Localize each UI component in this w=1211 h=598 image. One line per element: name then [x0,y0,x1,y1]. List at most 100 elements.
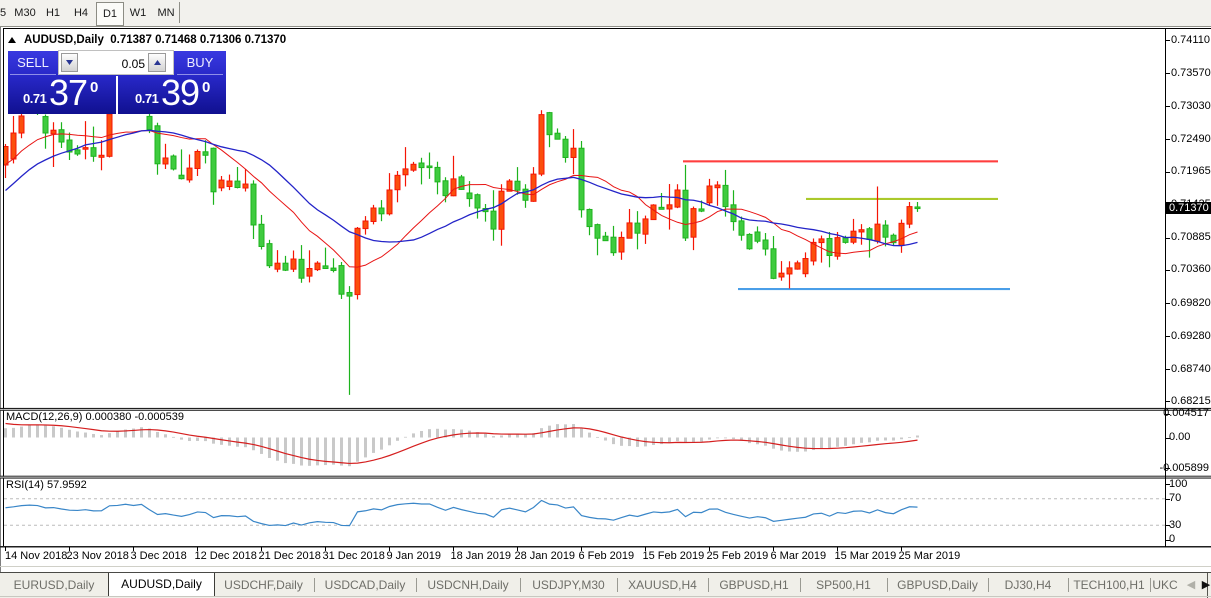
candle-2019.02.25[interactable] [706,178,713,206]
candle-2019.01.25[interactable] [498,184,505,246]
candle-2019.01.21[interactable] [466,181,473,207]
chart-tab-usdcad-daily[interactable]: USDCAD,Daily [324,578,406,592]
candle-2018.12.27[interactable] [298,245,305,283]
candle-2019.01.04[interactable] [354,227,361,300]
candle-2019.03.19[interactable] [858,224,865,245]
volume-input[interactable] [79,53,147,74]
candle-2019.03.26[interactable] [906,201,913,229]
candle-2018.11.21[interactable] [50,122,57,167]
chart-tab-sp500-h1[interactable]: SP500,H1 [816,578,871,592]
candle-2019.01.18[interactable] [450,155,457,197]
candle-2019.01.28[interactable] [514,167,521,195]
candle-2018.11.28[interactable] [98,140,105,171]
candle-2019.02.17[interactable] [650,204,657,221]
candle-2018.12.14[interactable] [210,147,217,205]
collapse-panel-icon[interactable] [8,37,16,43]
candle-2018.12.31[interactable] [322,247,329,270]
candle-2018.11.25[interactable] [74,145,81,156]
candle-2019.01.10[interactable] [394,171,401,203]
candle-2018.12.11[interactable] [186,154,193,183]
candle-2019.02.18[interactable] [658,192,665,210]
candle-2019.03.13[interactable] [818,235,825,263]
candle-2018.12.20[interactable] [250,180,257,240]
candle-2019.03.18[interactable] [850,218,857,245]
candle-2019.01.20[interactable] [458,174,465,190]
candle-2018.12.09[interactable] [170,154,177,171]
candle-2019.02.08[interactable] [594,223,601,256]
candle-2019.02.05[interactable] [570,129,577,175]
candle-2019.01.03[interactable] [346,286,353,395]
hline-resistance-red[interactable] [683,160,998,163]
candle-2019.03.06[interactable] [770,236,777,280]
timeframe-button-mn[interactable]: MN [157,7,175,19]
candle-2019.03.11[interactable] [802,252,809,278]
candle-2018.12.07[interactable] [162,143,169,170]
candle-2019.03.21[interactable] [874,186,881,244]
candle-2018.12.18[interactable] [234,166,241,189]
candle-2019.01.11[interactable] [402,147,409,187]
candle-2019.03.24[interactable] [890,233,897,246]
chart-tab-usdchf-daily[interactable]: USDCHF,Daily [224,578,303,592]
candle-2018.12.19[interactable] [242,169,249,192]
candle-2019.02.03[interactable] [554,128,561,140]
candle-2019.03.14[interactable] [826,231,833,268]
chart-tab-usdjpy-m30[interactable]: USDJPY,M30 [532,578,605,592]
buy-price[interactable]: 0.71 39 0 [118,72,226,114]
candle-2019.01.13[interactable] [410,161,417,172]
candle-2019.01.08[interactable] [378,200,385,222]
candle-2019.03.15[interactable] [834,231,841,260]
candle-2019.02.21[interactable] [682,164,689,241]
candle-2019.03.12[interactable] [810,238,817,266]
candle-2019.02.14[interactable] [634,211,641,250]
candle-2019.01.09[interactable] [386,173,393,216]
candle-2019.01.14[interactable] [418,157,425,185]
candle-2019.01.29[interactable] [522,184,529,208]
chart-tab-xauusd-h4[interactable]: XAUUSD,H4 [628,578,697,592]
volume-increase-button[interactable] [148,53,166,72]
candle-2019.02.15[interactable] [642,215,649,244]
candle-2018.12.17[interactable] [226,174,233,191]
candle-2018.12.28[interactable] [306,250,313,283]
timeframe-button-d1[interactable]: D1 [96,2,124,26]
candle-2019.01.22[interactable] [474,193,481,219]
candle-2019.02.07[interactable] [586,208,593,236]
volume-decrease-button[interactable] [61,53,78,72]
hline-support-blue[interactable] [738,288,1010,291]
candle-2018.11.27[interactable] [90,126,97,162]
candle-2019.03.25[interactable] [898,219,905,253]
candle-2019.02.19[interactable] [666,184,673,230]
candle-2018.12.21[interactable] [258,214,265,250]
candle-2018.11.14[interactable] [3,143,9,179]
candle-2019.01.31[interactable] [538,110,545,177]
candle-2019.02.22[interactable] [690,206,697,251]
candle-2019.03.03[interactable] [746,233,753,250]
chart-tab-usdcnh-daily[interactable]: USDCNH,Daily [427,578,509,592]
timeframe-button-5[interactable]: 5 [0,7,7,19]
candle-2018.11.16[interactable] [18,114,25,139]
candle-2019.02.20[interactable] [674,184,681,209]
candle-2019.03.10[interactable] [794,260,801,270]
candle-2019.01.16[interactable] [434,161,441,195]
candle-2019.03.01[interactable] [738,216,745,241]
candle-2019.01.30[interactable] [530,167,537,202]
candle-2019.03.08[interactable] [786,261,793,289]
candle-2019.03.22[interactable] [882,220,889,247]
chart-tab-ukc[interactable]: UKC [1152,578,1178,592]
candle-2019.01.23[interactable] [482,204,489,222]
candle-2019.03.07[interactable] [778,261,785,281]
chart-tab-tech100-h1[interactable]: TECH100,H1 [1073,578,1145,592]
candle-2019.02.26[interactable] [714,181,721,206]
sell-button[interactable]: SELL [17,55,49,70]
chart-tab-eurusd-daily[interactable]: EURUSD,Daily [13,578,95,592]
candle-2018.11.15[interactable] [10,115,17,164]
chart-tab-gbpusd-daily[interactable]: GBPUSD,Daily [897,578,978,592]
chart-tab-dj30-h4[interactable]: DJ30,H4 [1004,578,1052,592]
chart-tab-gbpusd-h1[interactable]: GBPUSD,H1 [719,578,789,592]
candle-2019.01.01[interactable] [330,258,337,273]
tab-scroll-right-button[interactable]: ▶ [1201,579,1211,591]
candle-2019.02.01[interactable] [546,111,553,148]
candle-2019.02.12[interactable] [618,231,625,260]
buy-button[interactable]: BUY [186,55,214,70]
candle-2019.01.07[interactable] [370,204,377,225]
